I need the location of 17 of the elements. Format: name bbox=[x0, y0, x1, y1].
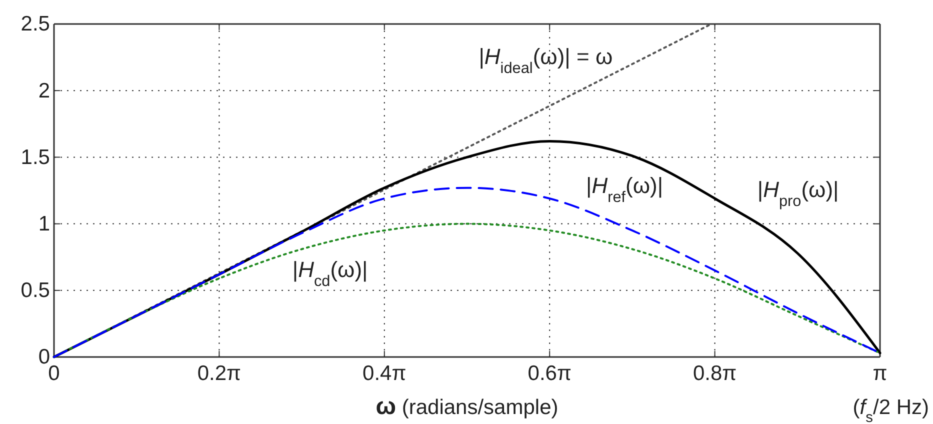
y-tick-label: 2.5 bbox=[20, 12, 50, 36]
x-tick-label: 0.8π bbox=[692, 362, 737, 385]
text: (f$_{s}$/2 Hz) bbox=[852, 396, 929, 424]
series-label: |H$_{pro}$(ω)| bbox=[757, 177, 839, 210]
y-tick-label: 0.5 bbox=[20, 279, 50, 302]
series-label: |H$_{cd}$(ω)| bbox=[292, 257, 368, 290]
x-axis-title: ω (radians/sample) bbox=[376, 393, 558, 420]
x-tick-label: 0.6π bbox=[528, 362, 572, 385]
y-tick-label: 1.5 bbox=[20, 146, 50, 169]
x-tick-label: π bbox=[872, 362, 888, 385]
series-label: |H$_{ref}$(ω)| bbox=[586, 173, 664, 206]
x-tick-label: 0.2π bbox=[197, 362, 242, 385]
series-label: |H$_{ideal}$(ω)| = ω bbox=[478, 44, 613, 76]
x-tick-label: 0.4π bbox=[362, 362, 406, 385]
y-tick-label: 0 bbox=[38, 346, 50, 369]
y-tick-label: 2 bbox=[38, 79, 50, 102]
y-tick-label: 1 bbox=[38, 212, 50, 236]
